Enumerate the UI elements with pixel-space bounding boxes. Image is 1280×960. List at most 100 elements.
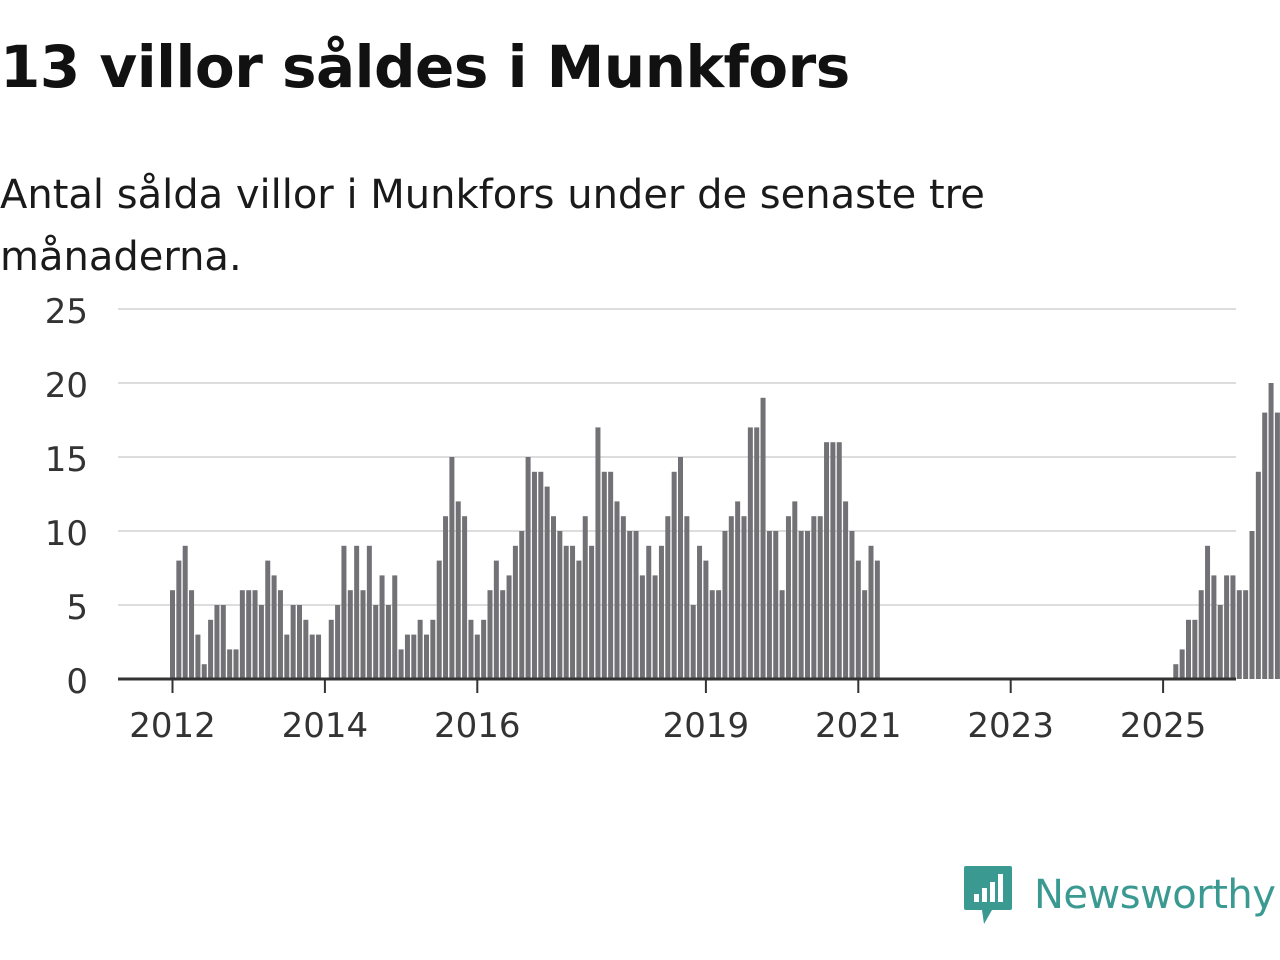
bar (868, 545, 874, 679)
bar (1268, 383, 1274, 679)
bar (874, 560, 880, 679)
bar (341, 545, 347, 679)
bar (620, 516, 626, 679)
bar (1274, 412, 1280, 679)
bar (455, 501, 461, 679)
bar (385, 605, 391, 679)
bars (170, 383, 1280, 679)
bar (462, 516, 468, 679)
bar (265, 560, 271, 679)
bar (512, 545, 518, 679)
bar (576, 560, 582, 679)
bar (544, 486, 550, 679)
bar (1230, 575, 1236, 679)
bar (855, 560, 861, 679)
bar (1198, 590, 1204, 679)
bar (798, 531, 804, 679)
bar (747, 427, 753, 679)
bar (1224, 575, 1230, 679)
bar (639, 575, 645, 679)
bar (182, 545, 188, 679)
bar (1211, 575, 1217, 679)
bar (627, 531, 633, 679)
x-tick-label: 2023 (967, 706, 1054, 746)
bar (652, 575, 658, 679)
bar (741, 516, 747, 679)
bar (239, 590, 245, 679)
bar (709, 590, 715, 679)
bar (1262, 412, 1268, 679)
bar (1243, 590, 1249, 679)
bar (290, 605, 296, 679)
bar (474, 634, 480, 679)
bar (379, 575, 385, 679)
bar (1255, 471, 1261, 679)
bar (404, 634, 410, 679)
bar (360, 590, 366, 679)
bar (208, 619, 214, 679)
bar (697, 545, 703, 679)
bar (297, 605, 302, 679)
bar (303, 619, 309, 679)
bar (309, 634, 315, 679)
x-tick-label: 2014 (282, 706, 369, 746)
bar (754, 427, 760, 679)
y-tick-label: 25 (45, 292, 88, 332)
bar (557, 531, 563, 679)
bar (722, 531, 728, 679)
x-tick-label: 2012 (129, 706, 216, 746)
bar (277, 590, 283, 679)
bar (785, 516, 791, 679)
newsworthy-logo: Newsworthy (962, 864, 1276, 926)
bar (817, 516, 823, 679)
bar (189, 590, 195, 679)
bar (811, 516, 817, 679)
bar (830, 442, 836, 679)
bar (1205, 545, 1211, 679)
bar (271, 575, 277, 679)
bar (347, 590, 353, 679)
bar (430, 619, 436, 679)
bar (284, 634, 290, 679)
y-tick-label: 5 (66, 588, 88, 628)
newsworthy-logo-icon (964, 866, 1012, 924)
x-tick-label: 2021 (815, 706, 902, 746)
bar (563, 545, 569, 679)
bar (805, 531, 810, 679)
x-tick-label: 2019 (663, 706, 750, 746)
x-tick-label: 2016 (434, 706, 521, 746)
bar (525, 457, 531, 679)
bar (449, 457, 455, 679)
bar (658, 545, 664, 679)
bar (716, 590, 722, 679)
bar (862, 590, 868, 679)
bar (1179, 649, 1185, 679)
bar (373, 605, 379, 679)
y-tick-label: 20 (45, 366, 88, 406)
bar (176, 560, 182, 679)
bar (824, 442, 830, 679)
gridlines (118, 308, 1236, 606)
chart-subtitle: Antal sålda villor i Munkfors under de s… (0, 172, 985, 280)
bar (760, 397, 766, 679)
bar (1217, 605, 1223, 679)
bar (836, 442, 842, 679)
bar (233, 649, 239, 679)
bar (354, 545, 360, 679)
bar (201, 664, 207, 679)
bar (773, 531, 779, 679)
bar (1249, 531, 1255, 679)
bar (792, 501, 798, 679)
bar (601, 471, 607, 679)
y-tick-label: 10 (45, 514, 88, 554)
y-axis-labels: 0 5 10 15 20 25 (45, 292, 88, 702)
bar (258, 605, 264, 679)
bar (392, 575, 398, 679)
bar (766, 531, 772, 679)
x-tick-label: 2025 (1120, 706, 1207, 746)
bar (690, 605, 696, 679)
x-axis: 2012 2014 2016 2019 2021 2023 2025 (118, 677, 1236, 746)
bar (608, 471, 614, 679)
bar (684, 516, 690, 679)
